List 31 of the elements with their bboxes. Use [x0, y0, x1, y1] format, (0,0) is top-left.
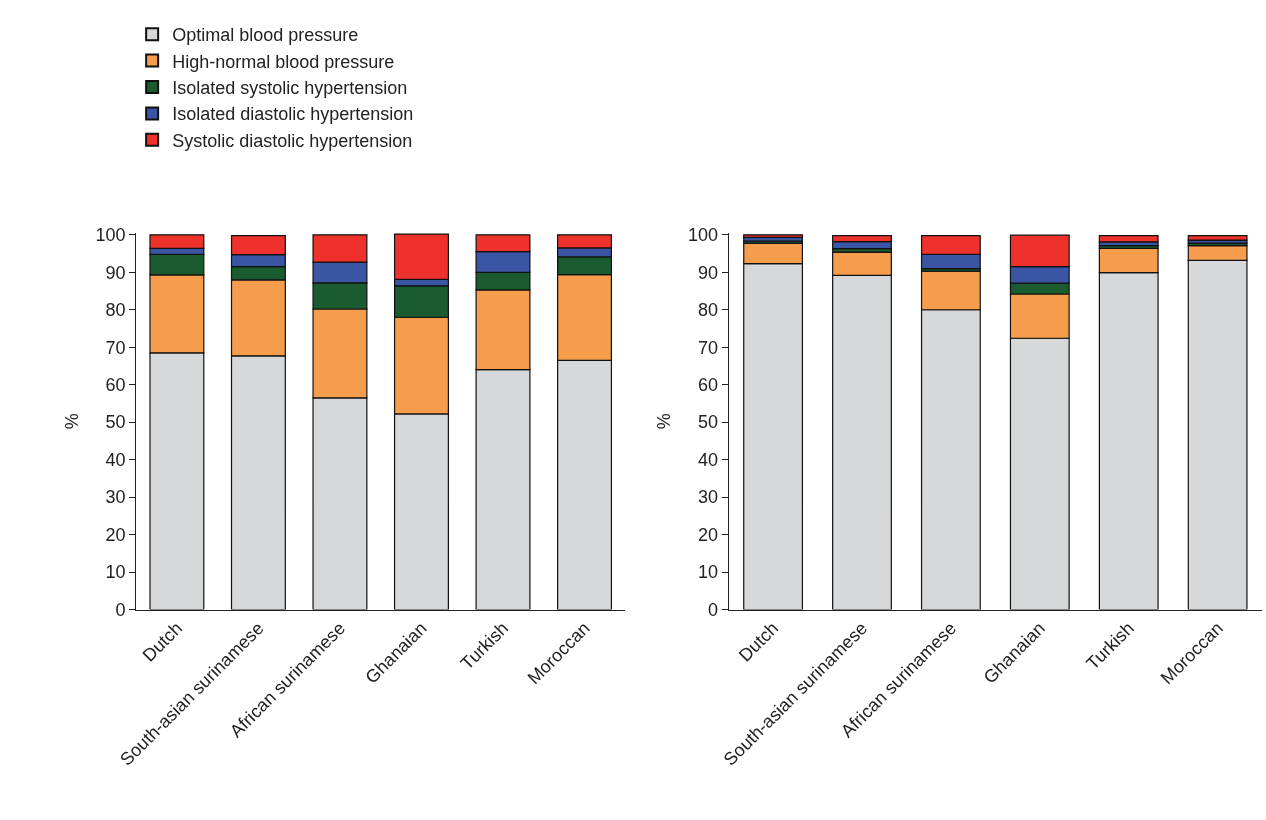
y-tick-label: 70 [697, 337, 719, 358]
y-tick-label: 60 [697, 374, 719, 395]
y-tick-label: 60 [105, 374, 126, 395]
y-tick-label: 40 [105, 449, 126, 470]
y-tick-label: 40 [697, 449, 719, 470]
y-tick-label: 10 [105, 562, 126, 583]
y-tick-label: 70 [105, 337, 126, 358]
y-tick-label: 100 [95, 225, 126, 246]
y-tick-label: 30 [697, 487, 719, 508]
legend-label: Optimal blood pressure [172, 25, 359, 46]
legend-label: Isolated diastolic hypertension [172, 104, 414, 125]
y-tick-label: 80 [105, 300, 126, 321]
y-tick-label: 90 [697, 262, 719, 283]
y-tick-label: 20 [105, 524, 126, 545]
y-axis-title: % [654, 413, 675, 430]
bar [1187, 234, 1248, 241]
y-tick-label: 50 [105, 412, 126, 433]
legend-label: Isolated systolic hypertension [172, 78, 408, 99]
y-tick-label: 100 [687, 225, 719, 246]
y-tick-label: 0 [115, 599, 126, 620]
y-tick-label: 80 [697, 300, 719, 321]
y-tick-label: 0 [708, 599, 719, 620]
bar [1098, 234, 1159, 243]
y-tick-label: 20 [697, 524, 719, 545]
legend-label: High-normal blood pressure [172, 51, 395, 72]
y-tick-label: 30 [105, 487, 126, 508]
y-tick-label: 10 [697, 562, 719, 583]
y-tick-label: 50 [697, 412, 719, 433]
y-axis-title: % [61, 413, 82, 430]
legend-label: Systolic diastolic hypertension [172, 130, 413, 151]
y-tick-label: 90 [105, 262, 126, 283]
